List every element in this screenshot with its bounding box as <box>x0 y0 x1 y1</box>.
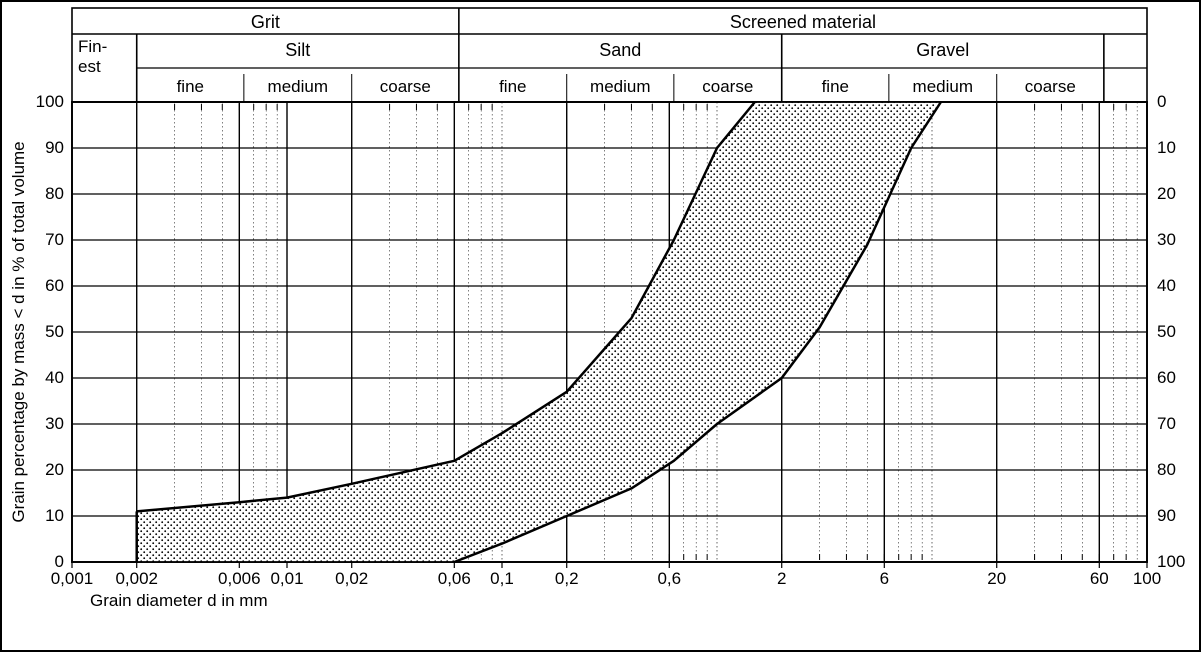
svg-text:60: 60 <box>1157 368 1176 387</box>
chart-frame: Grit Screened material Fin-est Silt fine medi… <box>0 0 1201 652</box>
svg-text:10: 10 <box>1157 138 1176 157</box>
svg-text:50: 50 <box>45 322 64 341</box>
svg-text:Silt: Silt <box>285 40 310 60</box>
svg-text:est: est <box>78 57 101 76</box>
svg-text:20: 20 <box>45 460 64 479</box>
svg-text:0,002: 0,002 <box>115 569 158 588</box>
svg-text:100: 100 <box>1157 552 1185 571</box>
svg-text:0,2: 0,2 <box>555 569 579 588</box>
svg-text:100: 100 <box>36 92 64 111</box>
svg-text:60: 60 <box>1090 569 1109 588</box>
svg-text:80: 80 <box>45 184 64 203</box>
svg-text:Grain diameter d in mm: Grain diameter d in mm <box>90 591 268 610</box>
svg-text:40: 40 <box>45 368 64 387</box>
svg-text:0,001: 0,001 <box>51 569 94 588</box>
svg-text:Grain percentage by mass < d i: Grain percentage by mass < d in % of tot… <box>9 141 28 522</box>
svg-text:0,01: 0,01 <box>270 569 303 588</box>
svg-text:30: 30 <box>1157 230 1176 249</box>
svg-text:Screened material: Screened material <box>730 12 876 32</box>
svg-text:medium: medium <box>268 77 328 96</box>
svg-text:40: 40 <box>1157 276 1176 295</box>
svg-text:70: 70 <box>45 230 64 249</box>
svg-text:80: 80 <box>1157 460 1176 479</box>
svg-text:90: 90 <box>1157 506 1176 525</box>
svg-text:Gravel: Gravel <box>916 40 969 60</box>
svg-text:Sand: Sand <box>599 40 641 60</box>
svg-text:30: 30 <box>45 414 64 433</box>
svg-text:fine: fine <box>177 77 204 96</box>
svg-text:medium: medium <box>590 77 650 96</box>
svg-text:medium: medium <box>913 77 973 96</box>
svg-text:10: 10 <box>45 506 64 525</box>
svg-text:0,02: 0,02 <box>335 569 368 588</box>
svg-text:coarse: coarse <box>380 77 431 96</box>
svg-text:0: 0 <box>1157 92 1166 111</box>
svg-text:2: 2 <box>777 569 786 588</box>
svg-text:0,06: 0,06 <box>438 569 471 588</box>
svg-text:coarse: coarse <box>1025 77 1076 96</box>
svg-text:fine: fine <box>499 77 526 96</box>
svg-text:coarse: coarse <box>702 77 753 96</box>
svg-text:6: 6 <box>880 569 889 588</box>
svg-text:Fin-: Fin- <box>78 37 107 56</box>
svg-text:20: 20 <box>987 569 1006 588</box>
svg-text:50: 50 <box>1157 322 1176 341</box>
svg-text:0,006: 0,006 <box>218 569 261 588</box>
svg-text:60: 60 <box>45 276 64 295</box>
svg-text:0,1: 0,1 <box>490 569 514 588</box>
svg-text:100: 100 <box>1133 569 1161 588</box>
svg-text:fine: fine <box>822 77 849 96</box>
svg-text:70: 70 <box>1157 414 1176 433</box>
svg-text:Grit: Grit <box>251 12 280 32</box>
grain-size-chart: Grit Screened material Fin-est Silt fine medi… <box>2 2 1199 650</box>
svg-text:20: 20 <box>1157 184 1176 203</box>
svg-text:90: 90 <box>45 138 64 157</box>
svg-text:0,6: 0,6 <box>657 569 681 588</box>
